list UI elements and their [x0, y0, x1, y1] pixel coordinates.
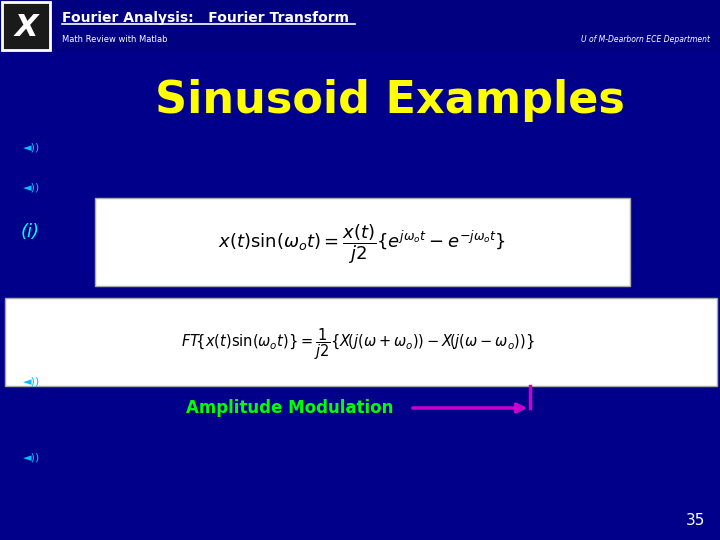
- Text: ◄)): ◄)): [23, 377, 40, 387]
- Text: $x(t)\sin\!\left(\omega_o t\right)=\dfrac{x(t)}{j2}\left\{e^{j\omega_o t}-e^{-j\: $x(t)\sin\!\left(\omega_o t\right)=\dfra…: [218, 222, 506, 266]
- Text: ◄)): ◄)): [23, 453, 40, 463]
- Text: Sinusoid Examples: Sinusoid Examples: [155, 78, 625, 122]
- Bar: [95, 198, 630, 286]
- Bar: [5, 298, 717, 386]
- Bar: [0, 0, 720, 52]
- Text: (i): (i): [20, 223, 40, 241]
- Text: ◄)): ◄)): [23, 143, 40, 153]
- Text: U of M-Dearborn ECE Department: U of M-Dearborn ECE Department: [581, 36, 710, 44]
- Text: Math Review with Matlab: Math Review with Matlab: [62, 36, 168, 44]
- Text: Amplitude Modulation: Amplitude Modulation: [186, 399, 394, 417]
- Text: ◄)): ◄)): [23, 183, 40, 193]
- Bar: [2, 2, 50, 50]
- Text: Fourier Analysis:   Fourier Transform: Fourier Analysis: Fourier Transform: [62, 11, 349, 25]
- Text: $FT\!\left\{x(t)\sin\!\left(\omega_o t\right)\right\}=\dfrac{1}{j2}\left\{X\!\le: $FT\!\left\{x(t)\sin\!\left(\omega_o t\r…: [181, 326, 535, 362]
- Text: 35: 35: [685, 513, 705, 528]
- Text: X: X: [14, 14, 37, 43]
